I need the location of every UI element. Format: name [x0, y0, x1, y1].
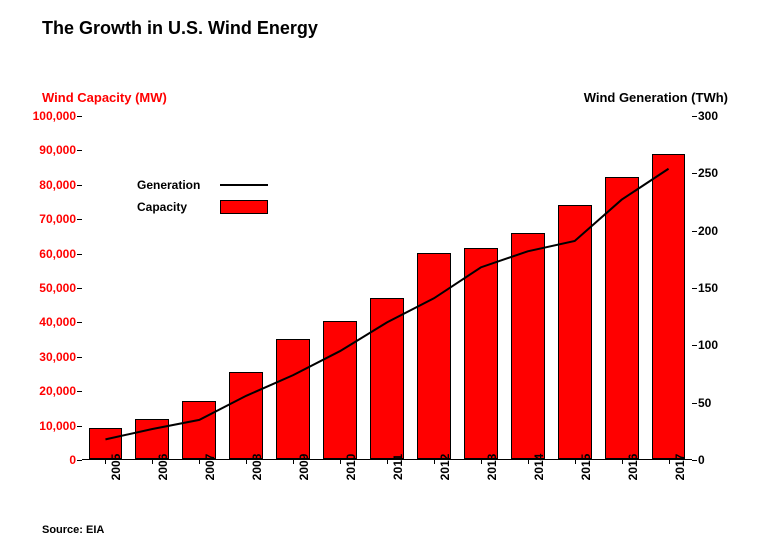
legend-capacity-label: Capacity — [137, 200, 212, 214]
xtick-mark — [669, 459, 670, 464]
ytick-left: 80,000 — [39, 178, 76, 192]
xtick-mark — [481, 459, 482, 464]
tick-mark-right — [692, 460, 697, 461]
xtick-mark — [434, 459, 435, 464]
ytick-right: 200 — [698, 224, 718, 238]
xtick-label: 2010 — [344, 454, 358, 481]
xtick-label: 2009 — [297, 454, 311, 481]
xtick-mark — [246, 459, 247, 464]
xtick-label: 2017 — [673, 454, 687, 481]
xtick-mark — [340, 459, 341, 464]
plot-area: 010,00020,00030,00040,00050,00060,00070,… — [82, 116, 692, 460]
tick-mark-right — [692, 231, 697, 232]
legend: Generation Capacity — [137, 174, 268, 218]
tick-mark-left — [77, 460, 82, 461]
tick-mark-right — [692, 288, 697, 289]
ytick-right: 100 — [698, 338, 718, 352]
xtick-mark — [199, 459, 200, 464]
legend-bar-swatch — [220, 200, 268, 214]
legend-capacity: Capacity — [137, 196, 268, 218]
ytick-right: 300 — [698, 109, 718, 123]
ytick-left: 70,000 — [39, 212, 76, 226]
ytick-left: 0 — [69, 453, 76, 467]
ytick-left: 10,000 — [39, 419, 76, 433]
xtick-label: 2016 — [626, 454, 640, 481]
xtick-label: 2015 — [579, 454, 593, 481]
xtick-label: 2008 — [250, 454, 264, 481]
ytick-right: 50 — [698, 396, 711, 410]
legend-generation-label: Generation — [137, 178, 212, 192]
left-axis-title: Wind Capacity (MW) — [42, 90, 167, 105]
xtick-label: 2012 — [438, 454, 452, 481]
ytick-left: 40,000 — [39, 315, 76, 329]
tick-mark-right — [692, 116, 697, 117]
ytick-left: 30,000 — [39, 350, 76, 364]
ytick-left: 60,000 — [39, 247, 76, 261]
xtick-mark — [105, 459, 106, 464]
xtick-mark — [152, 459, 153, 464]
ytick-left: 50,000 — [39, 281, 76, 295]
legend-line-swatch — [220, 184, 268, 186]
xtick-mark — [293, 459, 294, 464]
ytick-right: 150 — [698, 281, 718, 295]
tick-mark-right — [692, 345, 697, 346]
xtick-mark — [622, 459, 623, 464]
generation-line — [82, 116, 692, 460]
chart-title: The Growth in U.S. Wind Energy — [42, 18, 318, 39]
xtick-mark — [575, 459, 576, 464]
ytick-left: 100,000 — [33, 109, 76, 123]
xtick-label: 2014 — [532, 454, 546, 481]
source-text: Source: EIA — [42, 524, 104, 536]
right-axis-title: Wind Generation (TWh) — [584, 90, 728, 105]
tick-mark-right — [692, 173, 697, 174]
ytick-left: 20,000 — [39, 384, 76, 398]
xtick-label: 2005 — [109, 454, 123, 481]
xtick-label: 2006 — [156, 454, 170, 481]
xtick-label: 2007 — [203, 454, 217, 481]
legend-generation: Generation — [137, 174, 268, 196]
xtick-label: 2013 — [485, 454, 499, 481]
xtick-mark — [528, 459, 529, 464]
ytick-right: 0 — [698, 453, 705, 467]
tick-mark-right — [692, 403, 697, 404]
ytick-right: 250 — [698, 166, 718, 180]
xtick-label: 2011 — [391, 454, 405, 480]
xtick-mark — [387, 459, 388, 464]
ytick-left: 90,000 — [39, 143, 76, 157]
